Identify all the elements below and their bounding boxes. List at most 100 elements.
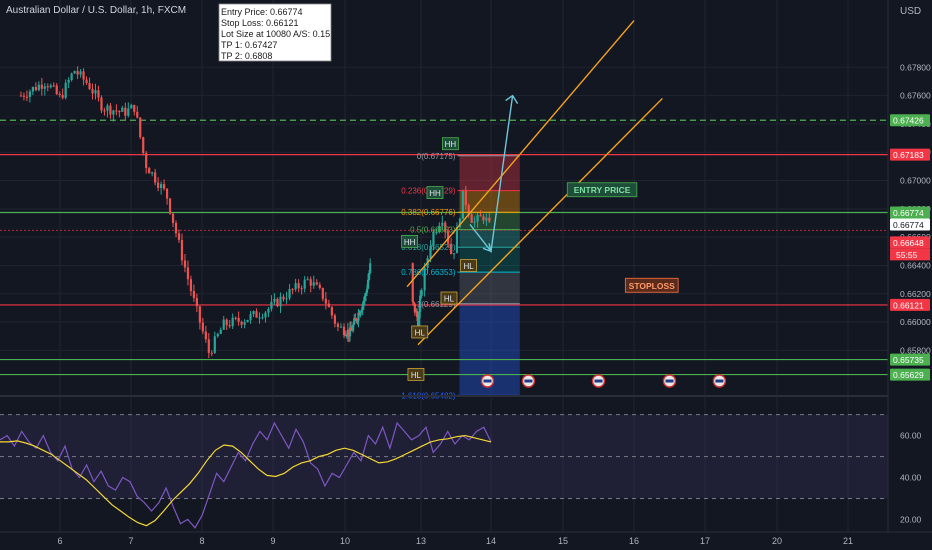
fib-zone-5 — [459, 272, 520, 304]
y-tick-4: 0.67000 — [900, 176, 931, 186]
candle-body-17 — [70, 73, 73, 80]
candle-body-130 — [366, 279, 370, 289]
candle-body-86 — [276, 298, 279, 307]
price-label-bg-6 — [890, 353, 930, 366]
candle-body-24 — [91, 89, 94, 94]
candle-body-64 — [210, 352, 213, 354]
candle-body-74 — [240, 321, 243, 325]
candle-body-155 — [461, 189, 464, 219]
candle-body-54 — [180, 239, 184, 261]
x-tick-7: 15 — [558, 536, 568, 546]
fib-label-3: 0.5(0.66653) — [410, 226, 456, 235]
structure-label-bg-5 — [411, 325, 429, 339]
candle-body-140 — [419, 295, 422, 312]
horizontal-lines — [0, 119, 888, 376]
candle-body-125 — [361, 303, 364, 310]
candle-body-39 — [136, 111, 139, 118]
candle-body-18 — [73, 71, 76, 74]
structure-label-bg-1 — [426, 186, 444, 199]
price-label-bg-5 — [890, 298, 930, 311]
candle-body-48 — [162, 184, 166, 189]
candle-body-16 — [67, 79, 70, 83]
channel-line-0 — [406, 20, 635, 288]
candle-body-10 — [49, 85, 52, 88]
candle-body-53 — [177, 233, 181, 240]
projection-pivot-arrow — [482, 243, 493, 253]
annotation-bg-0 — [566, 182, 638, 198]
candle-body-82 — [264, 312, 267, 318]
candle-body-44 — [151, 172, 154, 174]
price-label-bg-3 — [890, 218, 930, 231]
candle-body-116 — [352, 324, 355, 331]
event-marker-flag-2 — [594, 379, 603, 383]
candle-body-36 — [127, 108, 130, 116]
candle-body-105 — [333, 315, 337, 324]
candle-body-80 — [258, 317, 261, 319]
fib-label-5: 0.786(0.66353) — [401, 268, 456, 277]
structure-label-1: HH — [429, 189, 441, 198]
info-line-entry: Entry Price: 0.66774 — [221, 7, 303, 17]
countdown-bg — [890, 248, 930, 261]
drawings: HH HH HH HL HL HL HL ENTRY PRICE STOPLOSS — [401, 20, 727, 388]
candle-body-26 — [97, 90, 100, 98]
candle-body-102 — [324, 298, 327, 304]
price-label-4: 0.66648 — [893, 238, 924, 248]
candle-body-73 — [237, 317, 240, 322]
rsi-y-tick-0: 60.00 — [900, 431, 922, 441]
candle-body-11 — [52, 85, 55, 87]
candle-body-129 — [365, 288, 369, 293]
candle-body-34 — [121, 107, 124, 112]
candle-body-119 — [355, 318, 358, 322]
candle-body-12 — [55, 85, 58, 94]
candle-body-88 — [282, 296, 285, 300]
candle-body-151 — [450, 243, 453, 254]
currency-label: USD — [900, 6, 921, 17]
x-tick-2: 8 — [199, 536, 204, 546]
candle-body-156 — [464, 189, 467, 206]
candle-body-152 — [452, 253, 456, 255]
candle-body-144 — [429, 245, 432, 259]
candle-body-15 — [64, 82, 67, 98]
candle-body-40 — [139, 117, 142, 138]
candle-body-106 — [336, 323, 340, 327]
candle-body-94 — [300, 288, 303, 290]
structure-label-5: HL — [415, 328, 426, 337]
price-label-0: 0.67426 — [893, 116, 924, 126]
candle-body-30 — [109, 105, 112, 115]
event-marker-flag-3 — [665, 379, 674, 383]
candle-body-3 — [28, 91, 31, 97]
candle-body-76 — [246, 319, 249, 323]
candle-body-41 — [142, 137, 145, 154]
candle-body-126 — [362, 300, 365, 304]
annotation-bg-1 — [624, 277, 679, 293]
candle-body-28 — [103, 110, 106, 112]
price-label-1: 0.67183 — [893, 150, 924, 160]
candle-body-59 — [195, 298, 198, 307]
x-tick-11: 21 — [843, 536, 853, 546]
candle-body-21 — [82, 71, 85, 80]
candle-body-134 — [412, 301, 415, 304]
candle-body-104 — [330, 307, 333, 316]
structure-label-3: HL — [463, 262, 474, 271]
fib-label-4: 0.618(0.66529) — [401, 243, 456, 252]
candle-body-45 — [154, 172, 157, 183]
candle-body-33 — [118, 111, 121, 113]
candle-body-157 — [467, 205, 470, 215]
structure-label-bg-6 — [407, 368, 425, 381]
candle-body-123 — [359, 311, 362, 316]
price-labels: 0.67426 0.67183 0.66774 0.66774 0.66648 0.661… — [890, 114, 930, 381]
info-box-background — [218, 3, 332, 62]
candle-body-43 — [148, 168, 151, 174]
candle-body-50 — [168, 198, 172, 214]
candle-body-61 — [201, 322, 204, 332]
candle-body-160 — [476, 215, 479, 222]
event-marker-flag-4 — [715, 379, 724, 383]
candle-body-79 — [255, 311, 258, 318]
rsi-pane — [0, 395, 888, 529]
candle-body-100 — [318, 284, 321, 288]
event-marker-flag-0 — [483, 379, 492, 383]
candle-body-57 — [189, 279, 193, 291]
candle-body-142 — [423, 267, 426, 291]
